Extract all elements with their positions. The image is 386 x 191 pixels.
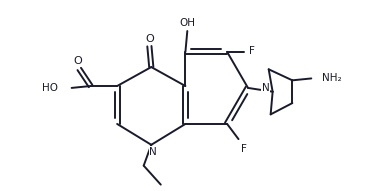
Text: N: N <box>262 83 270 93</box>
Text: N: N <box>149 147 157 157</box>
Text: OH: OH <box>179 18 195 28</box>
Text: F: F <box>241 144 247 154</box>
Text: NH₂: NH₂ <box>322 73 342 83</box>
Text: O: O <box>145 34 154 44</box>
Text: F: F <box>249 46 255 56</box>
Text: O: O <box>73 56 82 66</box>
Text: HO: HO <box>42 83 58 93</box>
